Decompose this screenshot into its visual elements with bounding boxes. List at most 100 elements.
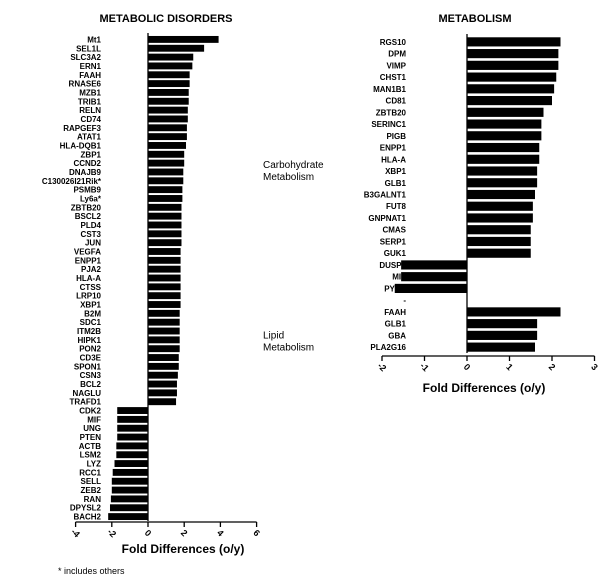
category-label: JUN [85, 239, 101, 248]
category-label: ZBTB20 [71, 203, 102, 212]
category-label: SLC3A2 [70, 53, 101, 62]
category-label: PTEN [80, 433, 102, 442]
x-tick-label: 3 [589, 362, 600, 373]
category-label: GUK1 [384, 249, 407, 258]
x-tick-label: 1 [504, 362, 515, 373]
x-tick-label: -2 [105, 527, 118, 540]
category-label: GNPNAT1 [368, 214, 406, 223]
category-label: ZBP1 [81, 150, 102, 159]
bar [148, 88, 189, 96]
bar [148, 292, 181, 300]
bar [467, 37, 561, 47]
category-label: PJA2 [81, 265, 102, 274]
category-label: FUT8 [386, 202, 407, 211]
bar [148, 389, 177, 397]
category-label: CD74 [81, 115, 102, 124]
category-label: ATAT1 [77, 133, 102, 142]
chart-title: METABOLIC DISORDERS [99, 13, 232, 25]
x-tick-label: 2 [547, 362, 558, 373]
bar [148, 265, 181, 273]
bar [148, 309, 180, 317]
category-label: FAAH [384, 308, 406, 317]
bar [116, 442, 148, 450]
bar [148, 44, 205, 52]
category-label: CST3 [81, 230, 102, 239]
category-label: CD81 [386, 97, 407, 106]
category-label: DPYSL2 [70, 504, 102, 513]
bar [114, 460, 148, 468]
category-label: BSCL2 [75, 212, 102, 221]
bar [467, 119, 542, 129]
bar [148, 142, 187, 149]
bar [467, 213, 533, 223]
category-label: ENPP1 [75, 256, 102, 265]
bar [148, 239, 182, 247]
bar [148, 301, 181, 308]
bar [148, 35, 219, 43]
metabolism-chart: METABOLISM RGS10 DPM VIMP CHST1 MAN1B1 CD81 ZB… [263, 13, 600, 395]
category-label: XBP1 [385, 167, 406, 176]
category-label: UNG [83, 424, 101, 433]
category-label: HIPK1 [77, 336, 101, 345]
bar [110, 495, 148, 503]
category-label: GBA [388, 331, 406, 340]
category-label: LRP10 [76, 292, 101, 301]
category-label: SDC1 [80, 318, 102, 327]
category-label: B3GALNT1 [364, 191, 407, 200]
bar [467, 131, 542, 141]
category-label: HLA-A [76, 274, 101, 283]
category-label: CTSS [80, 283, 102, 292]
x-axis-label: Fold Differences (o/y) [122, 542, 245, 556]
bar [117, 415, 148, 423]
bar [148, 212, 182, 220]
bar [148, 177, 184, 185]
x-tick-label: 0 [143, 528, 154, 539]
bar [148, 380, 177, 388]
bar [108, 513, 148, 521]
bar [148, 168, 184, 176]
x-tick-label: -2 [376, 361, 389, 374]
category-label: MIF [392, 273, 406, 282]
bar [148, 345, 180, 353]
bar [111, 477, 148, 485]
bar [467, 154, 540, 164]
category-label: ZBTB20 [376, 108, 407, 117]
category-label: NAGLU [73, 389, 102, 398]
bar [467, 72, 557, 82]
bar [467, 201, 533, 211]
bar [148, 150, 185, 158]
bar [467, 95, 552, 106]
group-label: Metabolism [263, 172, 314, 183]
x-axis-label: Fold Differences (o/y) [423, 381, 546, 395]
category-label: PLA2G16 [370, 343, 406, 352]
bar [148, 97, 189, 105]
category-label: SELL [81, 477, 102, 486]
bar [148, 327, 180, 335]
category-label: B2M [84, 309, 101, 318]
category-label: TRIB1 [78, 97, 102, 106]
category-label: CMAS [382, 226, 406, 235]
bar [117, 424, 148, 432]
category-label: CDK2 [79, 407, 101, 416]
category-label: C130026I21Rik* [42, 177, 102, 186]
category-label: SEL1L [76, 44, 101, 53]
category-label: Ly6a* [80, 194, 102, 203]
bar [148, 186, 183, 194]
category-label: RNASE6 [69, 80, 102, 89]
bar [148, 318, 180, 326]
category-label: PYGL [384, 284, 406, 293]
category-label: GLB1 [385, 320, 407, 329]
bar [148, 274, 181, 282]
bar [148, 371, 178, 379]
bar [148, 398, 177, 406]
metabolic-disorders-chart: METABOLIC DISORDERS Mt1SEL1LSLC3A2ERN1FA… [42, 13, 262, 556]
category-label: FAAH [79, 71, 101, 80]
category-label: CCND2 [73, 159, 101, 168]
x-tick-label: -1 [418, 361, 431, 374]
x-tick-label: 2 [179, 528, 190, 539]
category-label: PSMB9 [73, 186, 101, 195]
bar [148, 53, 194, 61]
x-tick-label: 0 [462, 362, 473, 373]
category-label: ITM2B [77, 327, 101, 336]
